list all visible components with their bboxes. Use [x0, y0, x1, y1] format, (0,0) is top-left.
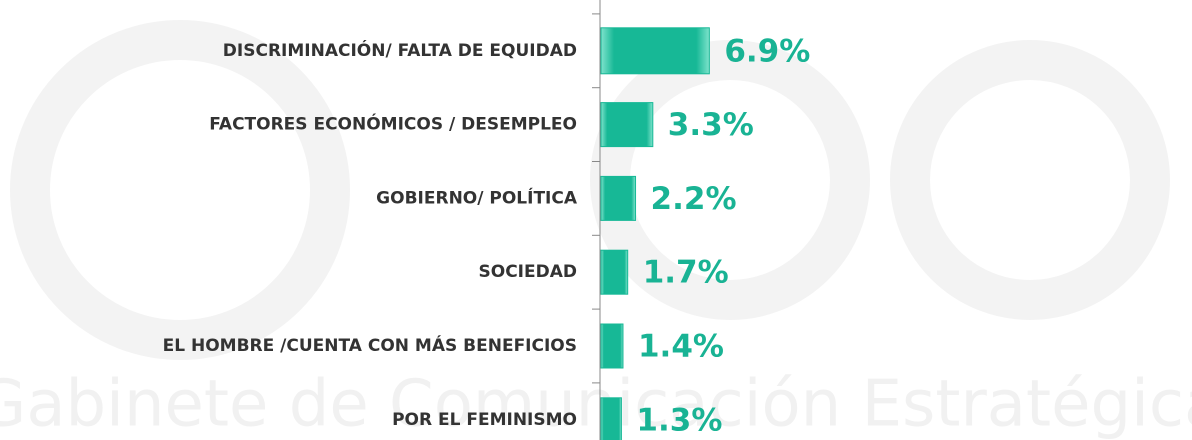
value-label: 6.9%	[724, 33, 810, 69]
watermark-text: Gabinete de Comunicación Estratégica	[0, 368, 1192, 440]
bar	[600, 397, 622, 440]
value-label: 2.2%	[651, 181, 737, 217]
category-label: SOCIEDAD	[479, 262, 578, 282]
category-label: DISCRIMINACIÓN/ FALTA DE EQUIDAD	[223, 39, 577, 61]
bar	[600, 102, 654, 148]
category-label: EL HOMBRE /CUENTA CON MÁS BENEFICIOS	[163, 334, 577, 356]
value-label: 1.7%	[643, 255, 729, 291]
category-label: GOBIERNO/ POLÍTICA	[376, 186, 578, 208]
value-label: 1.3%	[636, 402, 722, 438]
bar	[600, 249, 629, 295]
logo-watermark	[10, 20, 1170, 360]
bar	[600, 175, 637, 221]
value-label: 3.3%	[668, 107, 754, 143]
bar	[600, 27, 710, 75]
value-label: 1.4%	[638, 329, 724, 365]
bar	[600, 323, 624, 369]
category-label: POR EL FEMINISMO	[392, 410, 577, 430]
category-label: FACTORES ECONÓMICOS / DESEMPLEO	[209, 113, 577, 135]
